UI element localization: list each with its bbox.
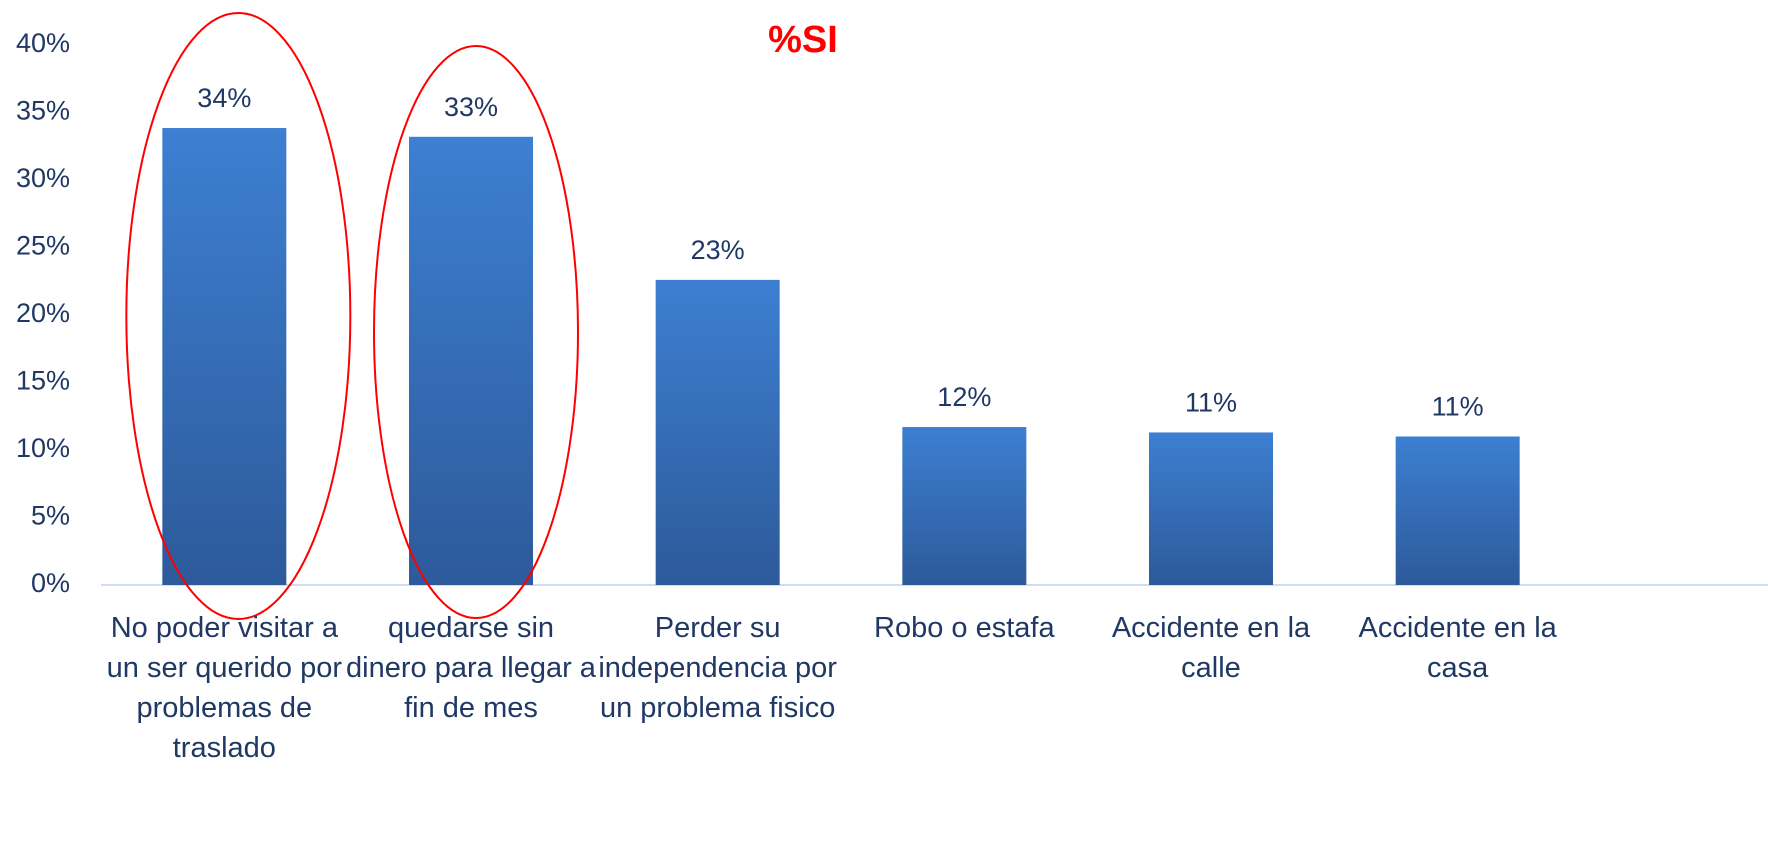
- y-tick-label: 0%: [31, 568, 70, 598]
- y-tick-label: 10%: [16, 433, 70, 463]
- bar: [409, 136, 533, 586]
- x-tick-label: quedarse sin dinero para llegar a fin de…: [346, 612, 596, 724]
- y-tick-label: 5%: [31, 501, 70, 531]
- x-tick-label: No poder visitar a un ser querido por pr…: [106, 612, 343, 764]
- bar: [655, 279, 780, 585]
- chart-title: %SI: [768, 19, 838, 61]
- bar: [902, 427, 1027, 585]
- data-label: 12%: [937, 382, 991, 412]
- data-label: 11%: [1185, 388, 1237, 418]
- x-tick-label: Robo o estafa: [874, 612, 1055, 644]
- x-tick-label: Accidente en la calle: [1111, 612, 1311, 684]
- y-tick-label: 30%: [16, 163, 70, 193]
- y-tick-label: 25%: [16, 231, 70, 261]
- y-tick-label: 15%: [16, 366, 70, 396]
- data-label: 34%: [197, 83, 251, 113]
- data-label: 33%: [444, 92, 498, 122]
- bar: [1395, 436, 1520, 585]
- data-label: 11%: [1432, 392, 1484, 422]
- highlight-ellipse: [373, 45, 579, 619]
- y-tick-label: 35%: [16, 96, 70, 126]
- y-tick-label: 40%: [16, 28, 70, 58]
- bar: [162, 128, 287, 585]
- x-tick-label: Perder su independencia por un problema …: [598, 612, 837, 724]
- x-tick-label: Accidente en la casa: [1358, 612, 1557, 684]
- bar: [1149, 432, 1273, 585]
- data-label: 23%: [691, 235, 745, 265]
- y-tick-label: 20%: [16, 298, 70, 328]
- highlight-ellipse: [125, 12, 352, 620]
